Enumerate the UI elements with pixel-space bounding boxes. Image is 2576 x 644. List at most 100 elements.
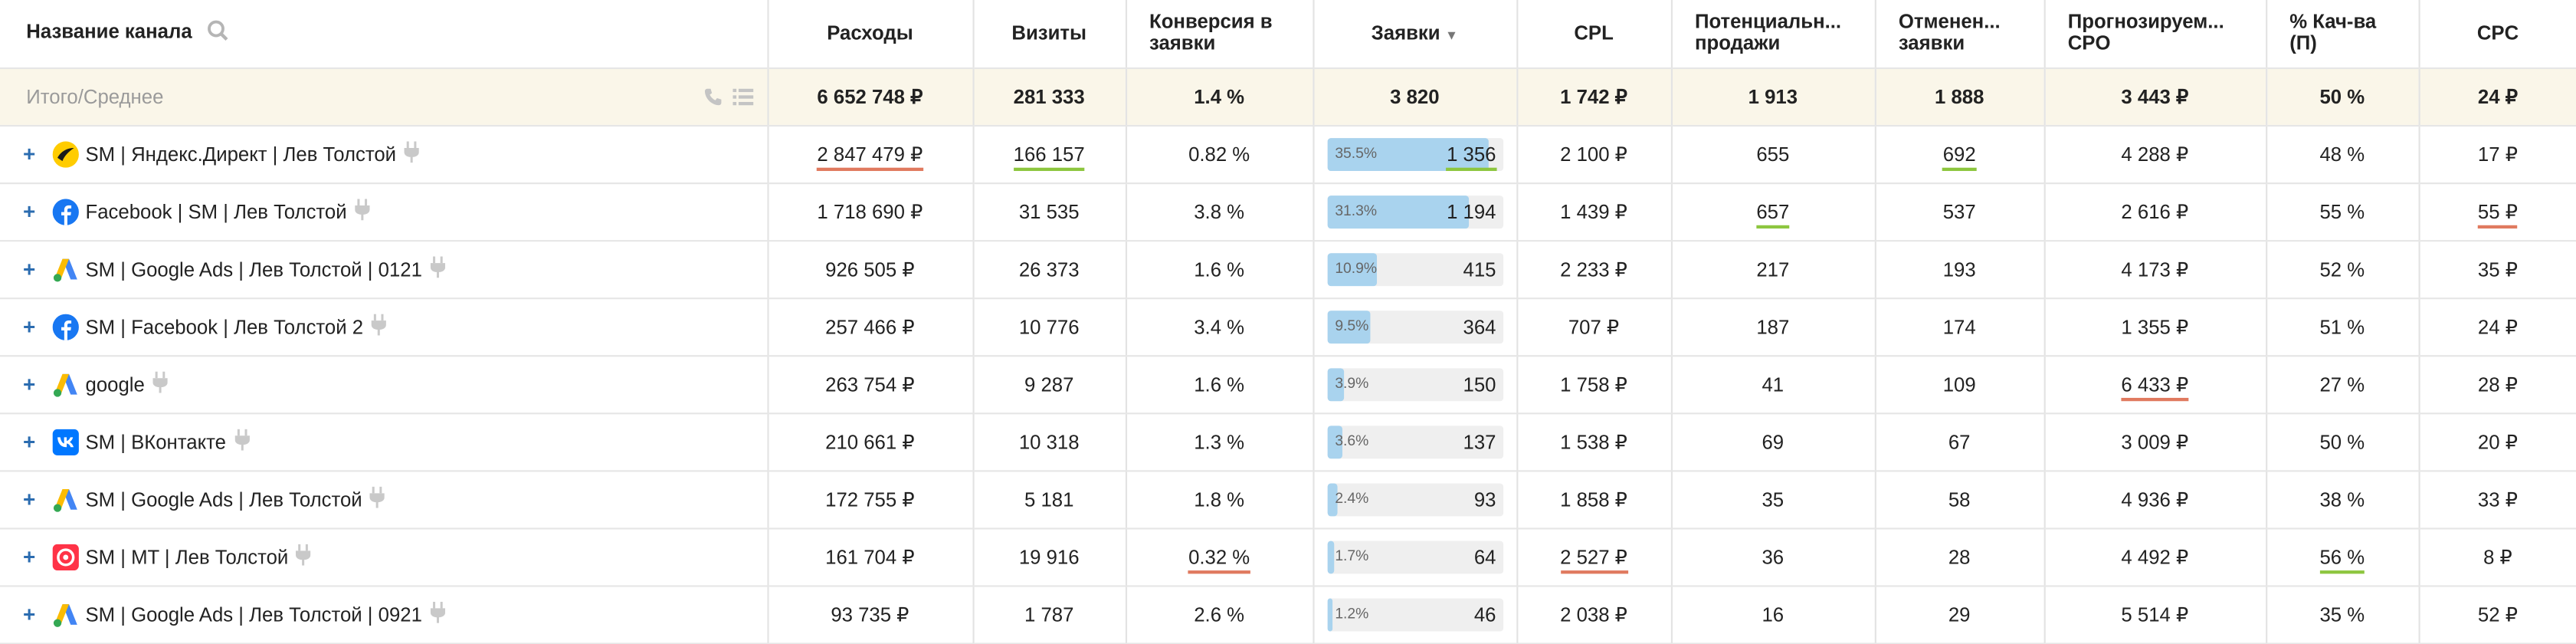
plug-icon[interactable] — [430, 600, 445, 627]
cell-expenses: 210 661 ₽ — [767, 412, 974, 472]
column-header-canceled[interactable]: Отменен... заявки — [1874, 0, 2045, 68]
table-row[interactable]: + Facebook | SM | Лев Толстой 1 718 690 ₽ 3… — [0, 182, 2576, 242]
column-header-name[interactable]: Название канала — [0, 0, 769, 68]
sort-desc-icon[interactable]: ▼ — [1445, 28, 1459, 44]
expand-row-button[interactable]: + — [23, 544, 36, 569]
leads-value: 364 — [1463, 314, 1496, 338]
plug-icon[interactable] — [404, 140, 420, 166]
cell-value: 187 — [1756, 314, 1790, 338]
cell-quality: 55 % — [2266, 182, 2420, 242]
column-header-visits[interactable]: Визиты — [972, 0, 1126, 68]
plug-icon[interactable] — [430, 255, 445, 281]
expand-row-button[interactable]: + — [23, 486, 36, 511]
cell-leads: 2.4% 93 — [1313, 470, 1518, 529]
table-row[interactable]: + SM | Facebook | Лев Толстой 2 257 466 ₽ 1… — [0, 297, 2576, 356]
cell-forecast: 5 514 ₽ — [2043, 585, 2267, 644]
cell-value: 166 157 — [1013, 142, 1085, 170]
expand-row-button[interactable]: + — [23, 601, 36, 627]
leads-value: 64 — [1473, 544, 1496, 568]
cell-visits: 5 181 — [972, 470, 1126, 529]
expand-row-button[interactable]: + — [23, 199, 36, 224]
cell-value: 257 466 ₽ — [825, 314, 915, 338]
table-row[interactable]: + google 263 754 ₽ 9 287 1.6 % 3.9% 150 1 758 ₽… — [0, 355, 2576, 414]
yandex-direct-icon — [52, 140, 79, 167]
leads-share-percent: 3.6% — [1335, 431, 1369, 449]
column-header-potential[interactable]: Потенциальн... продажи — [1670, 0, 1876, 68]
column-header-cpc[interactable]: CPC — [2418, 0, 2576, 68]
cell-leads: 1.2% 46 — [1313, 585, 1518, 644]
cell-conversion: 3.4 % — [1125, 297, 1314, 356]
cell-cpl: 1 758 ₽ — [1516, 355, 1672, 414]
cell-value: 2 038 ₽ — [1560, 602, 1628, 626]
column-header-quality[interactable]: % Кач-ва (П) — [2266, 0, 2420, 68]
channel-name: SM | Яндекс.Директ | Лев Толстой — [85, 142, 397, 166]
channel-name-cell[interactable]: + SM | ВКонтакте — [0, 412, 769, 472]
cell-canceled: 174 — [1874, 297, 2045, 356]
cell-visits: 166 157 — [972, 124, 1126, 184]
channel-name-cell[interactable]: + SM | Google Ads | Лев Толстой — [0, 470, 769, 529]
cell-forecast: 3 009 ₽ — [2043, 412, 2267, 472]
channel-name-cell[interactable]: + SM | Google Ads | Лев Толстой | 0121 — [0, 240, 769, 299]
cell-value: 692 — [1942, 142, 1976, 170]
cell-value: 1 758 ₽ — [1560, 372, 1628, 396]
cell-expenses: 263 754 ₽ — [767, 355, 974, 414]
cell-quality: 51 % — [2266, 297, 2420, 356]
plug-icon[interactable] — [355, 198, 370, 224]
list-icon[interactable] — [732, 87, 753, 111]
cell-canceled: 537 — [1874, 182, 2045, 242]
cell-leads: 3.9% 150 — [1313, 355, 1518, 414]
phone-icon[interactable] — [703, 87, 723, 111]
expand-row-button[interactable]: + — [23, 314, 36, 339]
column-header-label: Визиты — [1011, 21, 1086, 45]
cell-value: 1.6 % — [1194, 257, 1245, 281]
plug-icon[interactable] — [297, 543, 312, 570]
channel-name-cell[interactable]: + google — [0, 355, 769, 414]
cell-value: 1 718 690 ₽ — [817, 199, 923, 223]
plug-icon[interactable] — [152, 370, 168, 397]
search-icon[interactable] — [208, 20, 229, 46]
table-row[interactable]: + SM | Google Ads | Лев Толстой | 0921 93 … — [0, 585, 2576, 644]
column-header-conversion[interactable]: Конверсия в заявки — [1125, 0, 1314, 68]
cell-value: 2.6 % — [1194, 602, 1245, 626]
cell-value: 9 287 — [1024, 372, 1074, 396]
cell-cpl: 2 527 ₽ — [1516, 527, 1672, 586]
cell-value: 210 661 ₽ — [825, 429, 915, 453]
google-ads-icon — [53, 255, 79, 281]
expand-row-button[interactable]: + — [23, 141, 36, 166]
column-header-forecast[interactable]: Прогнозируем... CPO — [2043, 0, 2267, 68]
table-row[interactable]: + SM | Google Ads | Лев Толстой | 0121 926… — [0, 240, 2576, 299]
column-header-leads[interactable]: Заявки ▼ — [1313, 0, 1518, 68]
cell-value: 41 — [1762, 372, 1785, 396]
cell-cpc: 35 ₽ — [2418, 240, 2576, 299]
expand-row-button[interactable]: + — [23, 256, 36, 281]
leads-share-bar: 1.2% 46 — [1326, 597, 1503, 631]
cell-quality: 48 % — [2266, 124, 2420, 184]
cell-expenses: 2 847 479 ₽ — [767, 124, 974, 184]
table-row[interactable]: + SM | Google Ads | Лев Толстой 172 755 ₽ 5… — [0, 470, 2576, 529]
channel-name: SM | MT | Лев Толстой — [85, 544, 289, 568]
table-row[interactable]: + SM | Яндекс.Директ | Лев Толстой 2 847 4… — [0, 124, 2576, 184]
plug-icon[interactable] — [370, 485, 385, 512]
column-header-expenses[interactable]: Расходы — [767, 0, 974, 68]
plug-icon[interactable] — [234, 428, 249, 455]
plug-icon[interactable] — [371, 313, 387, 340]
cell-value: 707 ₽ — [1568, 314, 1620, 338]
channel-name-cell[interactable]: + SM | Google Ads | Лев Толстой | 0921 — [0, 585, 769, 644]
expand-row-button[interactable]: + — [23, 371, 36, 396]
cell-cpl: 1 858 ₽ — [1516, 470, 1672, 529]
expand-row-button[interactable]: + — [23, 429, 36, 454]
cell-value: 1 858 ₽ — [1560, 487, 1628, 511]
column-header-cpl[interactable]: CPL — [1516, 0, 1672, 68]
cell-value: 5 181 — [1024, 487, 1074, 511]
leads-share-percent: 1.7% — [1335, 547, 1369, 564]
table-row[interactable]: + SM | MT | Лев Толстой 161 704 ₽ 19 916 0.3… — [0, 527, 2576, 586]
cell-canceled: 28 — [1874, 527, 2045, 586]
channel-name-cell[interactable]: + SM | Яндекс.Директ | Лев Толстой — [0, 124, 769, 184]
cell-canceled: 67 — [1874, 412, 2045, 472]
table-row[interactable]: + SM | ВКонтакте 210 661 ₽ 10 318 1.3 % 3.6% 1… — [0, 412, 2576, 472]
channel-name-cell[interactable]: + Facebook | SM | Лев Толстой — [0, 182, 769, 242]
totals-potential: 1 913 — [1670, 67, 1876, 127]
channel-name-cell[interactable]: + SM | MT | Лев Толстой — [0, 527, 769, 586]
cell-potential: 187 — [1670, 297, 1876, 356]
channel-name-cell[interactable]: + SM | Facebook | Лев Толстой 2 — [0, 297, 769, 356]
